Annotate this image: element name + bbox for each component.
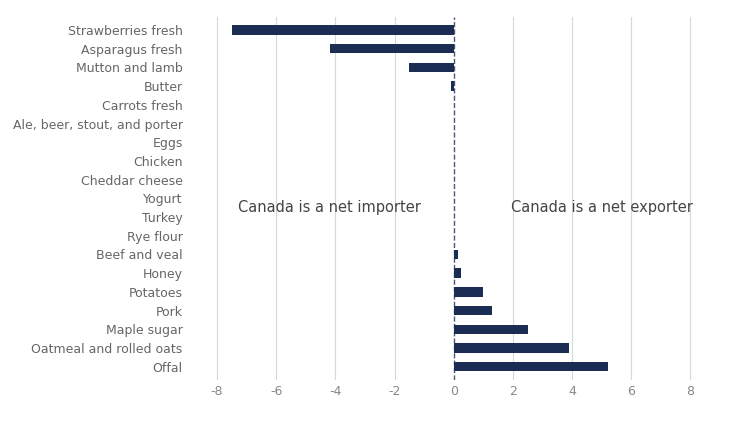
- Bar: [454, 306, 492, 315]
- Bar: [410, 63, 454, 72]
- Bar: [329, 44, 454, 53]
- Bar: [454, 268, 461, 278]
- Bar: [232, 25, 454, 35]
- Bar: [454, 287, 483, 297]
- Bar: [454, 325, 528, 334]
- Bar: [454, 250, 458, 259]
- Bar: [454, 344, 569, 353]
- Text: Canada is a net exporter: Canada is a net exporter: [511, 200, 692, 215]
- Text: Canada is a net importer: Canada is a net importer: [238, 200, 421, 215]
- Bar: [454, 362, 608, 371]
- Bar: [452, 81, 454, 91]
